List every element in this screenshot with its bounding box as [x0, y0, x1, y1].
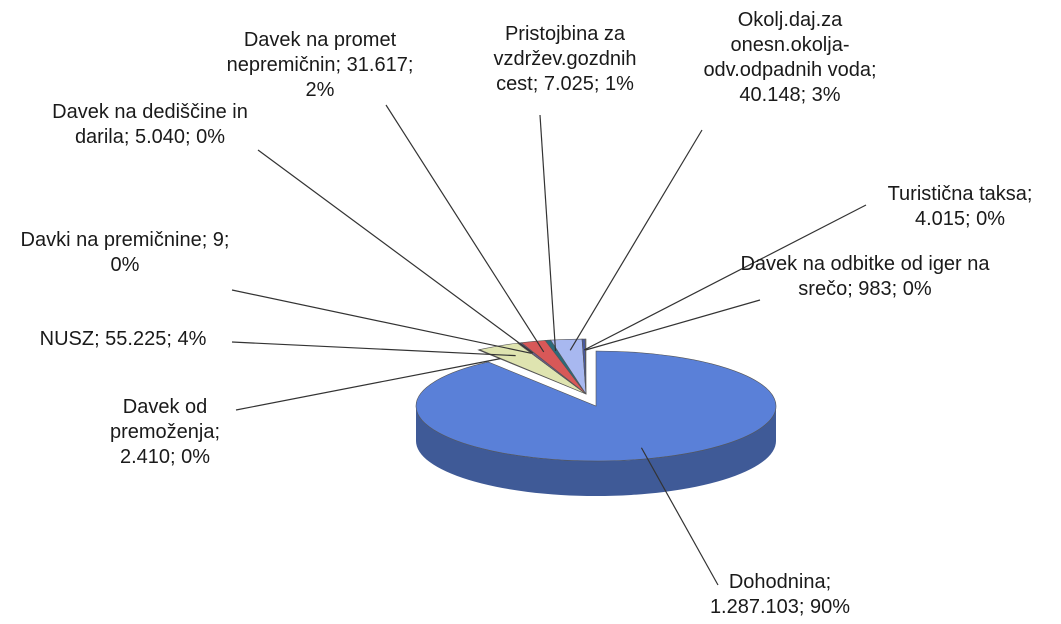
- slice-side: [416, 406, 776, 496]
- leader-line: [231, 341, 516, 357]
- leader-line: [569, 129, 703, 351]
- leader-line: [585, 299, 761, 351]
- data-label: Dohodnina; 1.287.103; 90%: [709, 571, 851, 618]
- leader-line: [539, 114, 557, 352]
- slice: [584, 338, 587, 395]
- leader-line: [385, 104, 545, 353]
- leader-line: [231, 289, 532, 354]
- leader-line: [235, 358, 501, 411]
- data-label: NUSZ; 55.225; 4%: [39, 328, 207, 350]
- data-label: Davki na premičnine; 9; 0%: [20, 229, 230, 276]
- leader-line: [257, 149, 534, 354]
- data-label: Davek od premoženja; 2.410; 0%: [109, 396, 221, 468]
- leader-line: [640, 447, 719, 586]
- leader-line: [583, 204, 867, 351]
- data-label: Davek na promet nepremičnin; 31.617; 2%: [226, 29, 414, 101]
- data-label: Davek na dediščine in darila; 5.040; 0%: [52, 101, 248, 148]
- slice: [415, 350, 777, 462]
- data-label: Turistična taksa; 4.015; 0%: [887, 183, 1033, 230]
- data-label: Pristojbina za vzdržev.gozdnih cest; 7.0…: [493, 23, 637, 95]
- data-label: Davek na odbitke od iger na srečo; 983; …: [740, 253, 990, 300]
- data-label: Okolj.daj.za onesn.okolja-odv.odpadnih v…: [703, 9, 877, 106]
